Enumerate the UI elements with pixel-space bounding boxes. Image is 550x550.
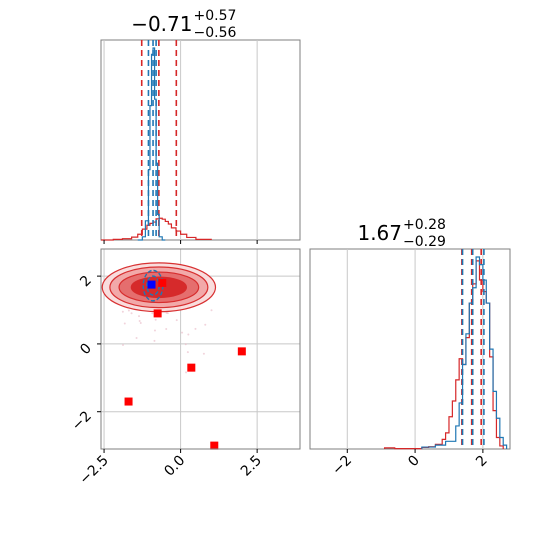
hist-p2-title-lower: −0.29	[403, 234, 446, 250]
hist-p2-x-tick-label: 2	[473, 453, 491, 471]
sample-point	[187, 333, 190, 336]
scatter-x-tick-label: −2.5	[77, 453, 112, 488]
sample-point	[186, 351, 189, 354]
blue-marker	[147, 280, 156, 289]
sample-point	[135, 336, 138, 339]
sample-point	[154, 318, 157, 321]
scatter-x-tick-label: 0.0	[161, 453, 188, 480]
hist-p1-title-lower: −0.56	[194, 25, 237, 41]
sample-point	[139, 322, 142, 325]
sample-point	[127, 309, 130, 312]
hist-p2-histogram-1	[421, 256, 508, 449]
sample-point	[194, 327, 197, 330]
sample-point	[175, 319, 178, 322]
sample-point	[181, 331, 184, 334]
hist-p1-frame	[100, 39, 301, 241]
hist-p2-x-tick-label: −2	[329, 453, 355, 479]
red-marker	[187, 363, 196, 372]
hist-p2-x-tick-label: 0	[405, 453, 423, 471]
red-marker	[210, 441, 219, 450]
sample-point	[138, 315, 141, 318]
sample-point	[121, 310, 124, 313]
red-marker	[124, 397, 133, 406]
hist-p2-title-value: 1.67	[357, 221, 402, 245]
sample-point	[166, 312, 169, 315]
hist-p1-title-value: −0.71	[131, 12, 192, 36]
sample-point	[151, 312, 154, 315]
sample-point	[185, 371, 188, 374]
hist-p2-title-upper: +0.28	[403, 217, 446, 233]
hist-p2-histogram-0	[383, 260, 504, 450]
hist-p1-title: −0.71 +0.57−0.56	[131, 8, 236, 41]
scatter-y-tick-label: 0	[77, 340, 95, 358]
sample-point	[121, 344, 124, 347]
sample-point	[165, 328, 168, 331]
red-marker	[158, 278, 167, 287]
sample-point	[210, 309, 213, 312]
sample-point	[153, 329, 156, 332]
sample-point	[123, 322, 126, 325]
sample-point	[153, 339, 156, 342]
scatter-frame	[100, 248, 301, 450]
red-marker	[237, 347, 246, 356]
hist-p1-title-upper: +0.57	[194, 8, 237, 24]
sample-point	[138, 319, 141, 322]
sample-point	[202, 352, 205, 355]
sample-point	[184, 343, 187, 346]
sample-point	[204, 323, 207, 326]
sample-point	[130, 312, 133, 315]
hist-p2-title: 1.67 +0.28−0.29	[357, 217, 445, 250]
scatter-y-tick-label: 2	[77, 273, 95, 291]
red-marker	[153, 309, 162, 318]
scatter-y-tick-label: −2	[69, 408, 95, 434]
scatter-x-tick-label: 2.5	[238, 453, 265, 480]
